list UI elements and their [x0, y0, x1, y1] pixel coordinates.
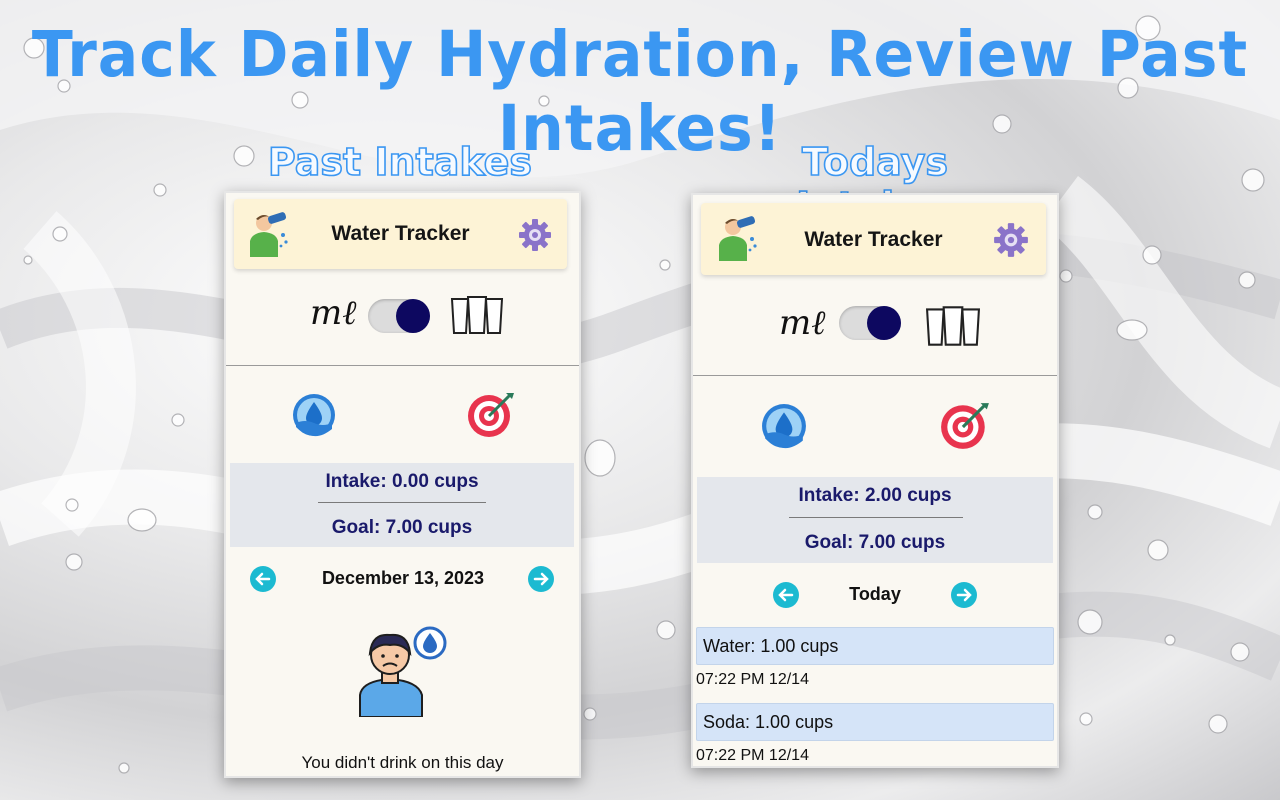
drinking-person-icon — [719, 216, 757, 261]
settings-gear-icon[interactable] — [517, 217, 553, 253]
intake-entry[interactable]: Soda: 1.00 cups — [696, 703, 1054, 741]
entry-time: 07:22 PM 12/14 — [696, 671, 809, 688]
entry-time: 07:22 PM 12/14 — [696, 747, 809, 764]
intake-entry[interactable]: Water: 1.00 cups — [696, 627, 1054, 665]
goal-value: Goal: 7.00 cups — [804, 532, 946, 553]
cups-icon — [925, 306, 981, 346]
past-intakes-caption: Past Intakes — [267, 139, 533, 185]
intake-value: Intake: 0.00 cups — [325, 471, 479, 492]
arrow-right-icon — [956, 588, 972, 602]
summary-rule — [318, 502, 486, 503]
section-divider — [226, 365, 579, 366]
app-title: Water Tracker — [331, 222, 470, 245]
summary-rule — [789, 517, 963, 518]
unit-ml-label: mℓ — [779, 303, 826, 343]
water-drop-icon — [762, 404, 806, 449]
arrow-right-icon — [533, 572, 549, 586]
arrow-left-icon — [255, 572, 271, 586]
water-drop-icon — [293, 394, 335, 437]
cups-icon — [450, 296, 504, 334]
todays-intakes-screen: Water Tracker mℓ — [691, 193, 1059, 768]
app-header: Water Tracker — [234, 199, 567, 269]
unit-toggle[interactable] — [368, 299, 430, 333]
prev-day-button[interactable] — [250, 566, 276, 592]
unit-ml-label: mℓ — [310, 293, 357, 333]
past-intakes-screen: Water Tracker mℓ — [224, 191, 581, 778]
arrow-left-icon — [778, 588, 794, 602]
next-day-button[interactable] — [528, 566, 554, 592]
sad-person-icon — [359, 626, 447, 717]
intake-value: Intake: 2.00 cups — [798, 485, 952, 506]
selected-date: Today — [849, 584, 901, 604]
intake-summary: Intake: 2.00 cups Goal: 7.00 cups — [697, 477, 1053, 563]
selected-date: December 13, 2023 — [321, 568, 485, 588]
banner-headline: Track Daily Hydration, Review Past Intak… — [31, 18, 1249, 166]
intake-summary: Intake: 0.00 cups Goal: 7.00 cups — [230, 463, 574, 547]
target-icon — [468, 393, 514, 437]
goal-value: Goal: 7.00 cups — [331, 517, 473, 538]
target-icon — [941, 403, 989, 449]
section-divider — [693, 375, 1057, 376]
prev-day-button[interactable] — [773, 582, 799, 608]
app-header: Water Tracker — [701, 203, 1046, 275]
toggle-knob — [396, 299, 430, 333]
empty-day-message: You didn't drink on this day — [301, 753, 504, 772]
drinking-person-icon — [250, 212, 288, 257]
next-day-button[interactable] — [951, 582, 977, 608]
app-title: Water Tracker — [804, 228, 943, 251]
unit-toggle[interactable] — [839, 306, 901, 340]
settings-gear-icon[interactable] — [992, 221, 1030, 259]
toggle-knob — [867, 306, 901, 340]
